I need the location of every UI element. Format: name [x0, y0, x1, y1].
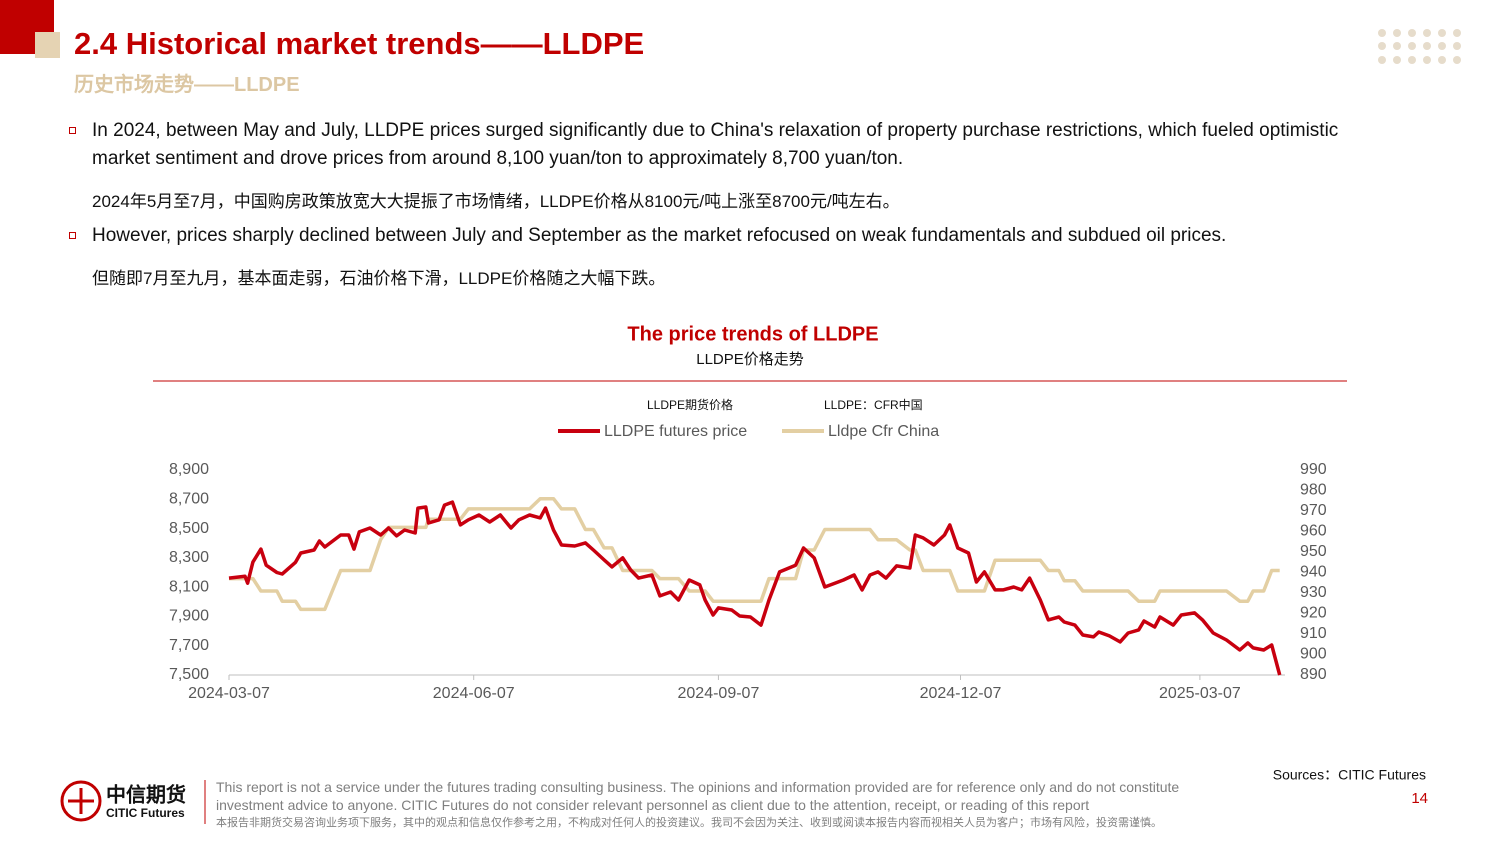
page-number: 14	[1411, 790, 1428, 807]
bullet-text: In 2024, between May and July, LLDPE pri…	[92, 120, 1339, 169]
y2-tick-label: 890	[1300, 666, 1327, 683]
legend-label-zh: LLDPE：CFR中国	[824, 397, 923, 412]
chart-title: The price trends of LLDPE	[627, 323, 878, 345]
disclaimer: This report is not a service under the f…	[216, 779, 1180, 813]
chart-subtitle: LLDPE价格走势	[696, 351, 804, 368]
legend-label-zh: LLDPE期货价格	[647, 397, 733, 412]
y2-tick-label: 940	[1300, 564, 1327, 581]
y-tick-label: 8,300	[169, 549, 209, 566]
logo-cn: 中信期货	[106, 782, 186, 806]
y2-tick-label: 950	[1300, 543, 1327, 560]
bullet-text-zh: 2024年5月至7月，中国购房政策放宽大大提振了市场情绪，LLDPE价格从810…	[92, 192, 900, 211]
logo-mark	[60, 780, 102, 822]
y-tick-label: 8,500	[169, 520, 209, 537]
y2-tick-label: 990	[1300, 461, 1327, 478]
bullet-marker	[69, 127, 76, 134]
dot-pattern	[1378, 29, 1461, 64]
legend-label: Lldpe Cfr China	[828, 423, 939, 440]
y-tick-label: 8,900	[169, 461, 209, 478]
x-tick-label: 2024-03-07	[188, 685, 270, 702]
logo-en: CITIC Futures	[106, 806, 185, 820]
y-tick-label: 7,700	[169, 637, 209, 654]
y2-tick-label: 920	[1300, 605, 1327, 622]
series-line	[228, 500, 1282, 676]
legend-label: LLDPE futures price	[604, 423, 747, 440]
y2-tick-label: 970	[1300, 502, 1327, 519]
bullet-text: However, prices sharply declined between…	[92, 225, 1227, 246]
bullet-marker	[69, 232, 76, 239]
bullet-text-zh: 但随即7月至九月，基本面走弱，石油价格下滑，LLDPE价格随之大幅下跌。	[92, 269, 666, 288]
x-tick-label: 2025-03-07	[1159, 685, 1241, 702]
y2-tick-label: 930	[1300, 584, 1327, 601]
disclaimer-zh: 本报告非期货交易咨询业务项下服务，其中的观点和信息仅作参考之用，不构成对任何人的…	[216, 816, 1162, 829]
y2-tick-label: 980	[1300, 482, 1327, 499]
source: Sources：CITIC Futures	[1273, 767, 1426, 783]
accent-block	[35, 32, 60, 58]
series-line	[229, 496, 1280, 612]
x-tick-label: 2024-09-07	[678, 685, 760, 702]
y-tick-label: 7,500	[169, 666, 209, 683]
y-tick-label: 7,900	[169, 608, 209, 625]
y2-tick-label: 900	[1300, 646, 1327, 663]
y-tick-label: 8,700	[169, 491, 209, 508]
x-tick-label: 2024-06-07	[433, 685, 515, 702]
y2-tick-label: 960	[1300, 523, 1327, 540]
y2-tick-label: 910	[1300, 625, 1327, 642]
x-tick-label: 2024-12-07	[920, 685, 1002, 702]
slide-subtitle: 历史市场走势——LLDPE	[74, 74, 300, 96]
slide-title: 2.4 Historical market trends——LLDPE	[74, 26, 645, 61]
y-tick-label: 8,100	[169, 578, 209, 595]
